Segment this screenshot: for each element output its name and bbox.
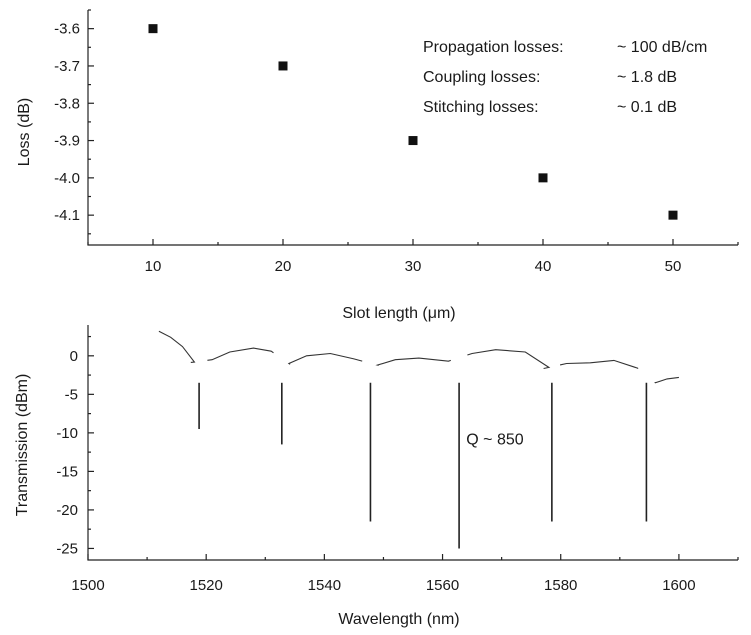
data-point — [148, 24, 158, 34]
top-y-tick-label: -3.7 — [54, 58, 80, 75]
data-point — [668, 210, 678, 220]
bottom-plot-frame — [87, 325, 738, 561]
loss-annotation-label: Propagation losses: — [423, 39, 564, 56]
bottom-y-tick-label: -15 — [56, 463, 78, 480]
bottom-y-tick-label: -25 — [56, 540, 78, 557]
transmission-trace-segment — [207, 347, 274, 361]
top-y-tick-label: -4.0 — [54, 170, 80, 187]
bottom-y-tick-label: -5 — [65, 386, 78, 403]
transmission-trace-segment — [654, 376, 679, 384]
top-y-tick-label: -4.1 — [54, 207, 80, 224]
top-x-tick-label: 20 — [275, 258, 292, 275]
bottom-x-tick-label: 1600 — [662, 577, 695, 594]
loss-vs-slot-length-chart: 10 20 30 40 50 -3.6 -3.7 -3.8 -3.9 -4.0 -4.1 Slot … — [16, 9, 739, 322]
bottom-x-tick-label: 1520 — [189, 577, 222, 594]
transmission-spectrum-chart: 1500 1520 1540 1560 1580 16000-5-10-15-20-25 … — [14, 325, 739, 628]
bottom-y-tick-label: -10 — [56, 425, 78, 442]
top-x-tick-label: 50 — [665, 258, 682, 275]
loss-annotation-value: ~ 100 dB/cm — [617, 39, 707, 56]
bottom-y-axis-title: Transmission (dBm) — [14, 374, 31, 517]
top-y-tick-label: -3.9 — [54, 133, 80, 150]
data-point — [408, 136, 418, 146]
transmission-trace-segment — [467, 349, 551, 370]
transmission-trace-segment — [375, 357, 451, 366]
bottom-x-axis-title: Wavelength (nm) — [338, 611, 459, 628]
top-y-axis-title: Loss (dB) — [16, 98, 33, 166]
bottom-x-tick-label: 1560 — [426, 577, 459, 594]
top-x-axis-title: Slot length (μm) — [342, 305, 455, 322]
bottom-x-tick-label: 1500 — [71, 577, 104, 594]
top-x-tick-label: 40 — [535, 258, 552, 275]
bottom-x-tick-label: 1580 — [544, 577, 577, 594]
bottom-y-tick-label: -20 — [56, 502, 78, 519]
q-factor-annotation: Q ~ 850 — [466, 432, 523, 449]
transmission-trace-segment — [559, 359, 639, 370]
bottom-axis-ticks: 1500 1520 1540 1560 1580 1600 0 -5 -10 -15 -20 -25 — [56, 335, 739, 594]
data-point — [538, 173, 548, 183]
top-data-markers — [148, 24, 678, 220]
top-x-tick-label: 10 — [145, 258, 162, 275]
loss-annotation-value: ~ 0.1 dB — [617, 99, 677, 116]
loss-annotation-label: Coupling losses: — [423, 69, 540, 86]
transmission-trace-segment — [287, 352, 363, 365]
loss-annotation-label: Stitching losses: — [423, 99, 539, 116]
bottom-y-tick-label: 0 — [70, 348, 78, 365]
top-axis-ticks: 10 20 30 40 50 -3.6 -3.7 -3.8 -3.9 -4.0 -4.1 — [54, 9, 739, 275]
top-x-tick-label: 30 — [405, 258, 422, 275]
top-y-tick-label: -3.6 — [54, 21, 80, 38]
loss-annotation-value: ~ 1.8 dB — [617, 69, 677, 86]
loss-annotations: Propagation losses: ~ 100 dB/cm Coupling l… — [423, 39, 707, 116]
bottom-x-tick-label: 1540 — [308, 577, 341, 594]
data-point — [278, 61, 288, 71]
transmission-trace-segment — [158, 330, 196, 363]
transmission-trace — [158, 330, 679, 549]
top-y-tick-label: -3.8 — [54, 95, 80, 112]
